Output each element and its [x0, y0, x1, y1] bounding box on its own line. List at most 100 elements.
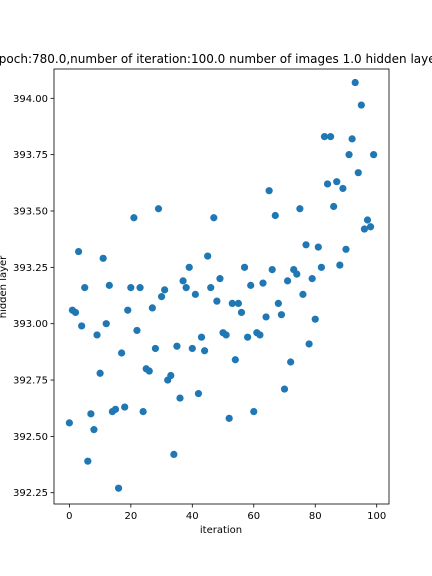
data-point [133, 326, 141, 335]
data-point [207, 284, 215, 292]
data-point [118, 349, 126, 357]
data-point [250, 407, 258, 416]
data-point [197, 333, 206, 341]
data-point [157, 293, 166, 301]
x-tick-label: 0 [66, 511, 72, 522]
data-point [330, 202, 338, 211]
y-axis-ticks: 392.25 392.50 392.75 393.00 393.25 393.50 393.… [13, 94, 54, 499]
data-point [256, 331, 264, 339]
data-point [287, 358, 295, 366]
data-point [173, 342, 181, 350]
data-point [154, 205, 163, 213]
data-point [299, 290, 307, 298]
data-point [234, 299, 242, 307]
data-point [78, 322, 86, 330]
data-point [124, 306, 132, 314]
data-point [213, 297, 221, 305]
y-tick-label: 393.50 [13, 206, 48, 217]
data-point [127, 284, 135, 292]
data-point [139, 407, 147, 416]
data-point [268, 266, 276, 274]
y-tick-label: 392.25 [13, 488, 48, 499]
data-point [93, 331, 101, 339]
data-point [145, 367, 153, 375]
data-point [247, 281, 255, 289]
data-point [323, 180, 332, 188]
data-point [111, 405, 120, 413]
data-point [262, 313, 270, 321]
data-point [308, 275, 316, 283]
data-point [136, 284, 144, 292]
data-point [293, 270, 301, 278]
data-point [210, 214, 218, 222]
plot-frame [53, 68, 390, 505]
data-point [188, 344, 196, 353]
data-point [363, 216, 372, 224]
data-point [194, 389, 203, 398]
x-tick-label: 20 [124, 511, 137, 522]
y-tick-label: 393.25 [13, 263, 48, 274]
data-point [222, 331, 230, 339]
data-point [357, 101, 365, 109]
data-point [333, 178, 341, 186]
data-point [84, 457, 92, 465]
y-axis-label: hidden layer [0, 255, 9, 318]
data-point [366, 223, 375, 231]
data-point [231, 356, 239, 364]
y-tick-label: 392.50 [13, 432, 48, 443]
data-point [317, 263, 325, 271]
data-point [354, 169, 362, 177]
data-point [339, 184, 347, 193]
data-point [345, 151, 353, 159]
data-point [74, 247, 83, 256]
data-point [228, 299, 236, 307]
x-tick-label: 80 [309, 511, 322, 522]
x-tick-label: 40 [186, 511, 199, 522]
data-point [167, 371, 175, 380]
data-point [191, 290, 199, 298]
data-point [90, 426, 98, 434]
data-point [148, 304, 156, 312]
data-point [274, 299, 282, 307]
data-point [96, 369, 104, 377]
data-point [360, 225, 369, 233]
data-points [65, 78, 378, 492]
data-point [348, 135, 356, 143]
data-point [130, 214, 138, 222]
chart-title: epoch:780.0,number of iteration:100.0 nu… [0, 52, 432, 66]
data-point [114, 484, 123, 492]
data-point [283, 277, 292, 285]
y-tick-label: 393.75 [13, 150, 48, 161]
data-point [277, 311, 286, 319]
data-point [311, 315, 319, 323]
data-point [99, 254, 107, 262]
data-point [87, 410, 95, 418]
data-point [296, 205, 304, 213]
data-point [237, 308, 246, 317]
data-point [265, 187, 273, 195]
data-point [161, 286, 169, 294]
data-point [320, 133, 329, 141]
data-point [216, 275, 224, 283]
data-point [240, 263, 249, 271]
data-point [351, 78, 359, 87]
data-point [176, 394, 184, 402]
data-point [271, 211, 279, 220]
data-point [65, 419, 73, 427]
x-tick-label: 60 [247, 511, 260, 522]
data-point [280, 385, 289, 393]
data-point [201, 347, 209, 355]
data-point [225, 414, 233, 422]
data-point [182, 284, 190, 292]
data-point [105, 281, 113, 289]
data-point [327, 133, 335, 141]
data-point [81, 284, 89, 292]
data-point [185, 263, 193, 271]
data-point [302, 241, 310, 249]
data-point [179, 277, 187, 285]
data-point [71, 308, 80, 317]
x-tick-label: 100 [367, 511, 386, 522]
y-tick-label: 392.75 [13, 376, 48, 387]
y-tick-label: 393.00 [13, 319, 48, 330]
